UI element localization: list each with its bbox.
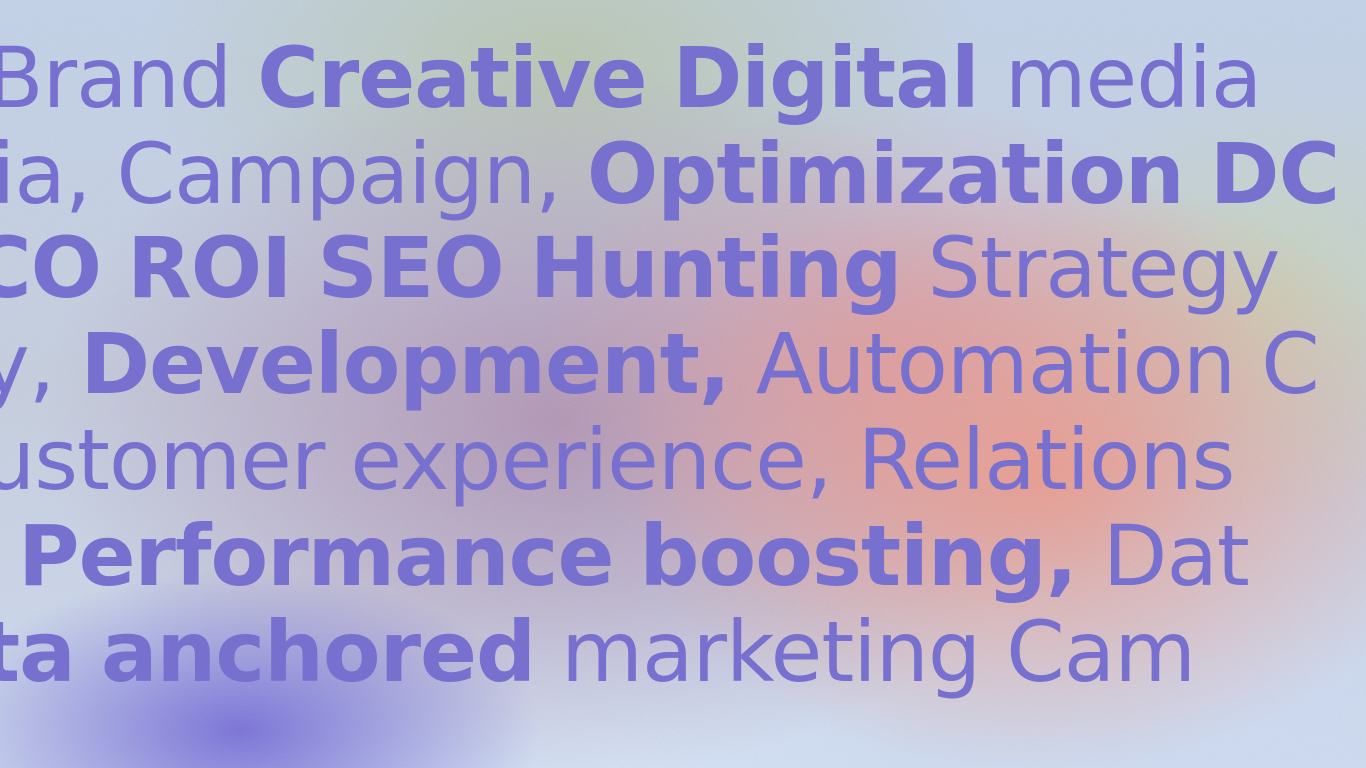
word-ustomer: ustomer (0, 412, 325, 508)
word-development: Development, (80, 316, 730, 412)
word-creative: Creative (257, 30, 647, 126)
text-line-5: ustomer experience, Relations (0, 412, 1366, 508)
word-ia: ia, (0, 126, 92, 222)
text-line-2: ia, Campaign, Optimization DC (0, 126, 1366, 222)
text-line-6: Performance boosting, Dat (0, 508, 1366, 604)
word-digital: Digital (672, 30, 980, 126)
word-dc: DC (1209, 126, 1340, 222)
word-cam: Cam (1006, 604, 1196, 700)
word-roi: ROI (127, 220, 292, 316)
word-co: CO (0, 220, 102, 316)
word-y: y, (0, 316, 55, 412)
word-performance: Performance (18, 508, 614, 604)
word-optimization: Optimization (586, 126, 1185, 222)
word-seo: SEO (317, 220, 504, 316)
word-ta: ta (0, 604, 76, 700)
word-relations: Relations (857, 412, 1236, 508)
word-marketing: marketing (561, 604, 981, 700)
word-anchored: anchored (100, 604, 536, 700)
word-experience: experience, (350, 412, 832, 508)
word-brand: Brand (0, 30, 232, 126)
word-campaign: Campaign, (116, 126, 562, 222)
text-line-1: Brand Creative Digital media (0, 30, 1366, 126)
word-dat: Dat (1102, 508, 1250, 604)
word-hunting: Hunting (529, 220, 903, 316)
word-automation: Automation (755, 316, 1236, 412)
text-line-4: y, Development, Automation C (0, 316, 1366, 412)
word-strategy: Strategy (927, 220, 1280, 316)
word-media: media (1004, 30, 1263, 126)
word-boosting: boosting, (639, 508, 1077, 604)
word-c: C (1261, 316, 1320, 412)
